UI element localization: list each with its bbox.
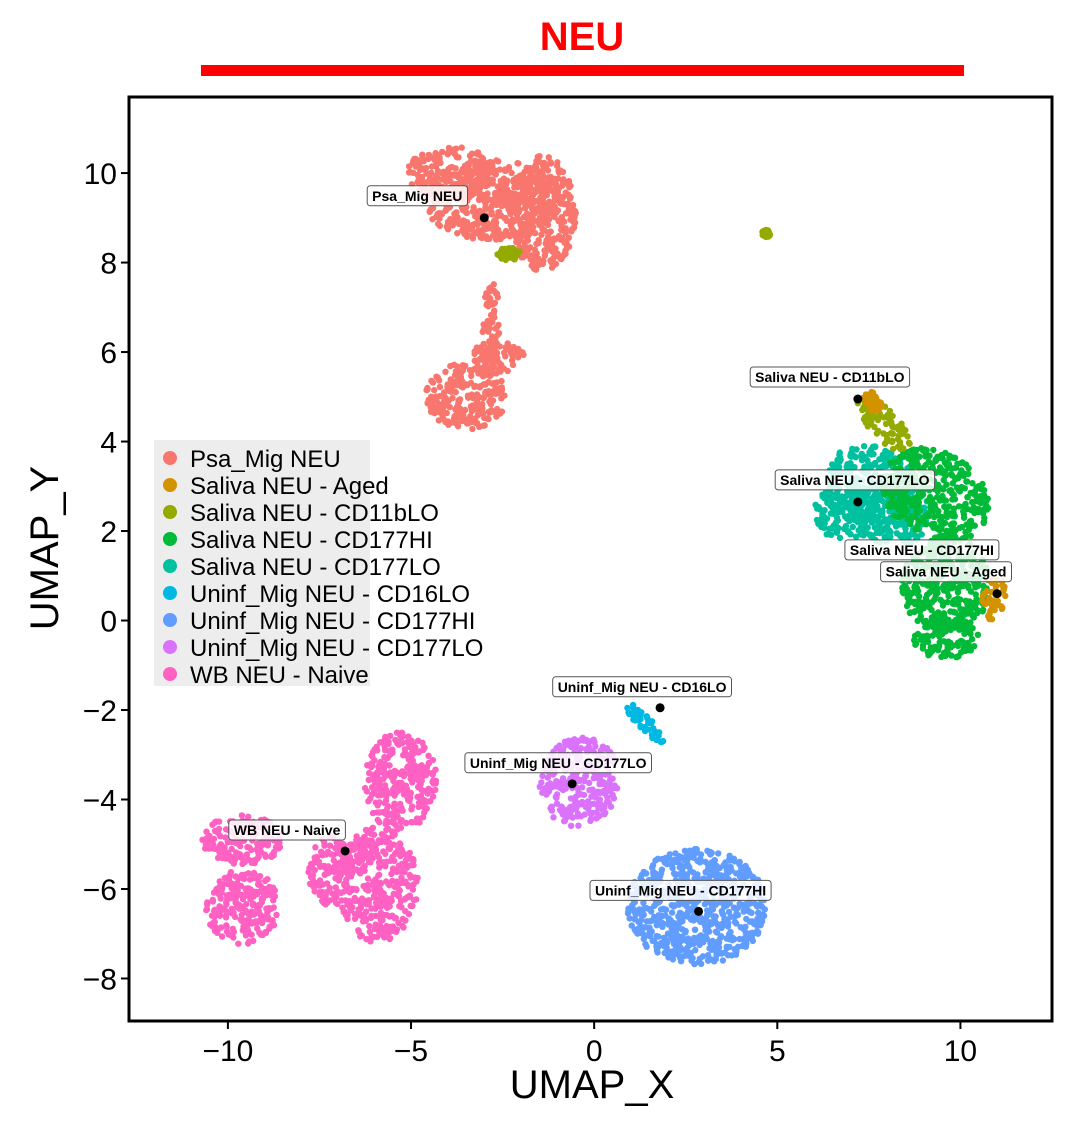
legend-label: Uninf_Mig NEU - CD177HI (190, 608, 475, 635)
x-axis-title: UMAP_X (510, 1063, 675, 1107)
cluster-label-box (589, 879, 772, 901)
legend-item: WB NEU - Naive (163, 662, 369, 689)
cluster-centroid-marker (853, 394, 863, 404)
chart-title: NEU (540, 15, 624, 59)
y-tick-label: −8 (83, 963, 117, 996)
y-tick-label: −6 (83, 874, 117, 907)
cluster-label: WB NEU - Naive (228, 819, 350, 856)
legend-key (163, 505, 177, 519)
title-underline-bar (201, 65, 964, 76)
cluster-labels: Psa_Mig NEU Saliva NEU - CD11bLO Saliva NE… (228, 185, 1012, 916)
legend-item: Uninf_Mig NEU - CD177LO (163, 635, 483, 662)
legend-key (163, 667, 177, 681)
cluster-label-text: Uninf_Mig NEU - CD16LO (558, 679, 727, 695)
cluster-label: Saliva NEU - CD177HI (844, 539, 1000, 561)
cluster-label-box (228, 819, 346, 841)
legend-label: Uninf_Mig NEU - CD177LO (190, 635, 483, 662)
legend-key (163, 559, 177, 573)
legend-label: Saliva NEU - CD177LO (190, 554, 441, 581)
legend-label: Saliva NEU - CD11bLO (190, 500, 439, 527)
y-tick-label: 4 (100, 427, 117, 460)
legend-key (163, 478, 177, 492)
legend-key (163, 613, 177, 627)
cluster-label-box (880, 561, 1012, 583)
cluster-label: Uninf_Mig NEU - CD177HI (589, 879, 772, 916)
cluster-label-box (774, 469, 936, 491)
legend-label: Uninf_Mig NEU - CD16LO (190, 581, 470, 608)
legend-item: Saliva NEU - Aged (163, 473, 389, 500)
legend-key (163, 532, 177, 546)
legend-item: Saliva NEU - CD177LO (163, 554, 441, 581)
cluster-label-box (464, 752, 652, 774)
cluster-label-text: Saliva NEU - CD177HI (850, 542, 994, 558)
cluster-label-text: Saliva NEU - CD11bLO (755, 369, 904, 385)
legend-key (163, 586, 177, 600)
plot-panel-border (127, 95, 1054, 1023)
y-tick-label: 0 (100, 606, 117, 639)
legend-key (163, 451, 177, 465)
cluster-label: Psa_Mig NEU (366, 185, 489, 223)
cluster-label: Saliva NEU - CD177LO (774, 469, 936, 507)
y-tick-label: 2 (100, 516, 117, 549)
y-tick-label: −4 (83, 785, 117, 818)
y-tick-label: 10 (84, 158, 117, 191)
cluster-centroid-marker (992, 589, 1002, 599)
cluster-label-box (366, 185, 469, 207)
legend-label: Saliva NEU - CD177HI (190, 527, 433, 554)
cluster-centroid-marker (694, 906, 704, 916)
x-tick-label: 10 (944, 1035, 977, 1068)
cluster-points (624, 701, 667, 746)
legend-item: Saliva NEU - CD11bLO (163, 500, 439, 527)
legend-item: Saliva NEU - CD177HI (163, 527, 433, 554)
cluster-centroid-marker (340, 846, 350, 856)
cluster-label-box (552, 676, 733, 698)
legend-label: WB NEU - Naive (190, 662, 369, 689)
legend-key (163, 640, 177, 654)
cluster-label-box (749, 366, 911, 388)
x-tick-label: 5 (769, 1035, 786, 1068)
y-tick-label: 8 (100, 248, 117, 281)
legend-item: Psa_Mig NEU (163, 446, 341, 473)
cluster-label: Saliva NEU - Aged (880, 561, 1012, 599)
y-axis-title: UMAP_Y (23, 466, 67, 631)
y-tick-label: −2 (83, 695, 117, 728)
cluster-points (624, 846, 768, 968)
cluster-centroid-marker (655, 703, 665, 713)
cluster-label-text: Uninf_Mig NEU - CD177HI (595, 882, 766, 898)
cluster-points (536, 734, 621, 829)
legend-item: Uninf_Mig NEU - CD16LO (163, 581, 470, 608)
x-tick-label: 0 (586, 1035, 603, 1068)
cluster-label-box (844, 539, 1000, 561)
cluster-label: Saliva NEU - CD11bLO (749, 366, 911, 404)
legend-item: Uninf_Mig NEU - CD177HI (163, 608, 475, 635)
cluster-points (405, 144, 579, 433)
cluster-label-text: WB NEU - Naive (234, 822, 341, 838)
cluster-label-text: Saliva NEU - Aged (886, 564, 1007, 580)
cluster-label-text: Uninf_Mig NEU - CD177LO (470, 755, 647, 771)
cluster-centroid-marker (479, 213, 489, 223)
cluster-centroid-marker (853, 497, 863, 507)
y-tick-label: 6 (100, 337, 117, 370)
legend-background (154, 440, 370, 686)
cluster-label-text: Saliva NEU - CD177LO (780, 472, 929, 488)
x-tick-label: −5 (394, 1035, 428, 1068)
cluster-centroid-marker (567, 779, 577, 789)
cluster-points (199, 729, 440, 947)
x-tick-label: −10 (202, 1035, 253, 1068)
legend-label: Psa_Mig NEU (190, 446, 341, 473)
cluster-label: Uninf_Mig NEU - CD177LO (464, 752, 652, 789)
x-axis-ticks: −10 −5 0 5 10 (202, 1021, 977, 1068)
legend-label: Saliva NEU - Aged (190, 473, 389, 500)
y-axis-ticks: −8 −6 −4 −2 0 2 4 6 8 10 (83, 158, 129, 996)
cluster-label-text: Psa_Mig NEU (372, 188, 462, 204)
cluster-points (494, 226, 913, 453)
cluster-label: Uninf_Mig NEU - CD16LO (552, 676, 733, 713)
